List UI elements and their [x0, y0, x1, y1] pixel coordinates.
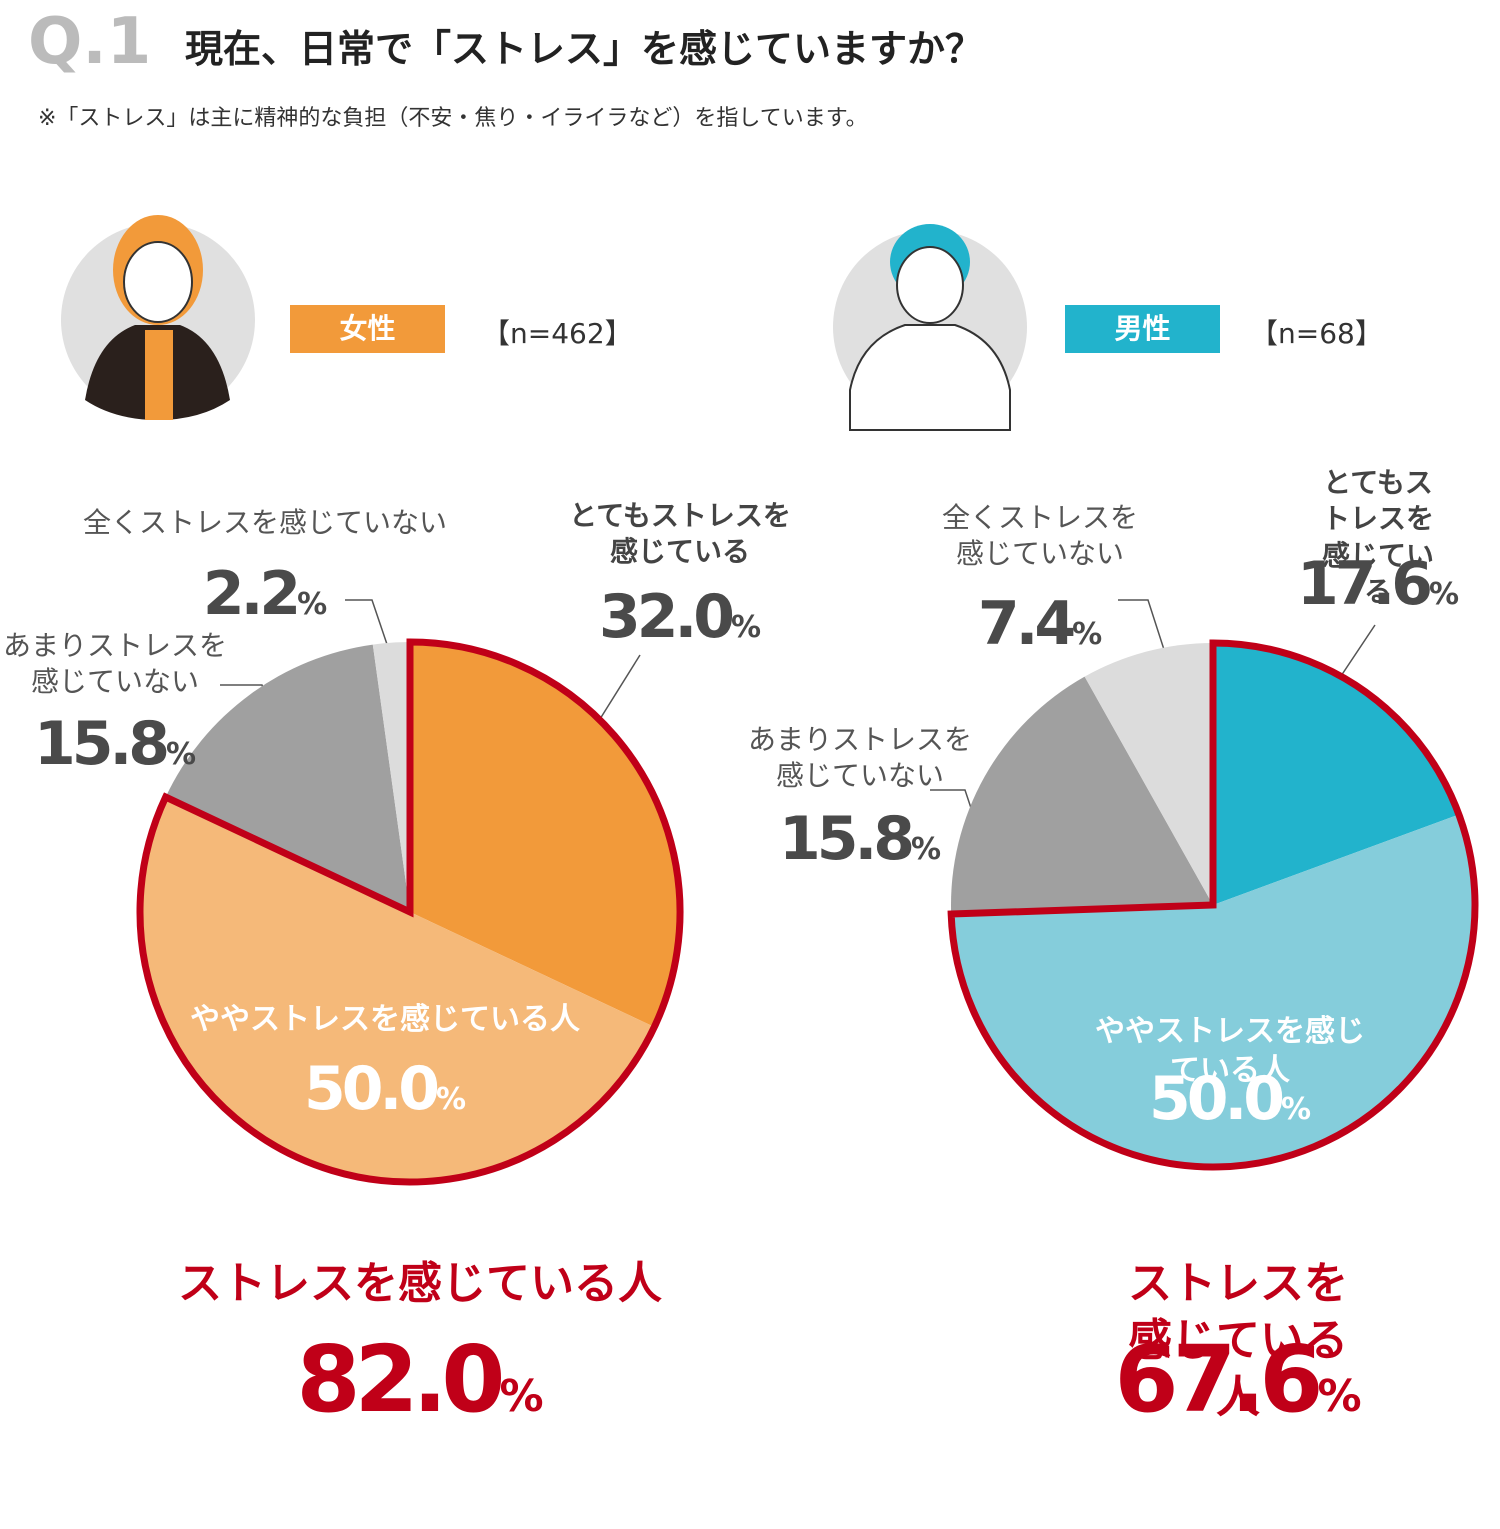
- slice-label: ややストレスを感じている人: [190, 1002, 580, 1037]
- value-label: 50.0%: [1148, 1064, 1312, 1134]
- summary-value: 82.0%: [296, 1326, 544, 1433]
- sample-size: 【n=68】: [1250, 317, 1383, 350]
- value-label: 15.8%: [778, 804, 942, 874]
- value-label: 32.0%: [598, 582, 762, 652]
- sample-size: 【n=462】: [482, 317, 633, 350]
- pie-slice: [165, 644, 410, 912]
- highlight-outline: [136, 638, 684, 1186]
- slice-label: 全くストレスを 感じていない: [941, 501, 1139, 571]
- pie-slice: [951, 814, 1475, 1167]
- question-label: Q.1: [28, 5, 152, 79]
- avatar-female: [61, 215, 255, 420]
- slice-label: とてもストレスを 感じている: [1321, 466, 1434, 609]
- slice-label: あまりストレスを 感じていない: [2, 629, 228, 699]
- note: ※「ストレス」は主に精神的な負担（不安・焦り・イライラなど）を指しています。: [38, 106, 868, 131]
- pie-slice: [1084, 643, 1213, 905]
- slice-label: とてもストレスを 感じている: [569, 499, 791, 569]
- summary-value: 67.6%: [1114, 1326, 1362, 1433]
- value-label: 7.4%: [977, 589, 1103, 659]
- slice-label: あまりストレスを 感じていない: [747, 723, 973, 793]
- highlight-outline: [947, 639, 1479, 1171]
- pie-slice: [139, 797, 655, 1182]
- pie-slice: [1213, 643, 1459, 905]
- value-label: 2.2%: [202, 559, 328, 629]
- pie-slice: [951, 676, 1213, 915]
- value-label: 15.8%: [33, 709, 197, 779]
- summary-label: ストレスを感じている人: [178, 1258, 662, 1309]
- summary-label: ストレスを感じている人: [1128, 1258, 1348, 1424]
- title: 現在、日常で「ストレス」を感じていますか？: [185, 27, 984, 71]
- slice-label: ややストレスを感じている人: [1095, 1014, 1365, 1088]
- avatar-male: [833, 224, 1027, 431]
- pie-slice: [372, 642, 410, 912]
- value-label: 50.0%: [303, 1054, 467, 1124]
- value-label: 17.6%: [1296, 549, 1460, 619]
- group-badge: 男性: [1065, 305, 1220, 353]
- slice-label: 全くストレスを感じていない: [82, 506, 448, 539]
- group-badge: 女性: [290, 305, 445, 353]
